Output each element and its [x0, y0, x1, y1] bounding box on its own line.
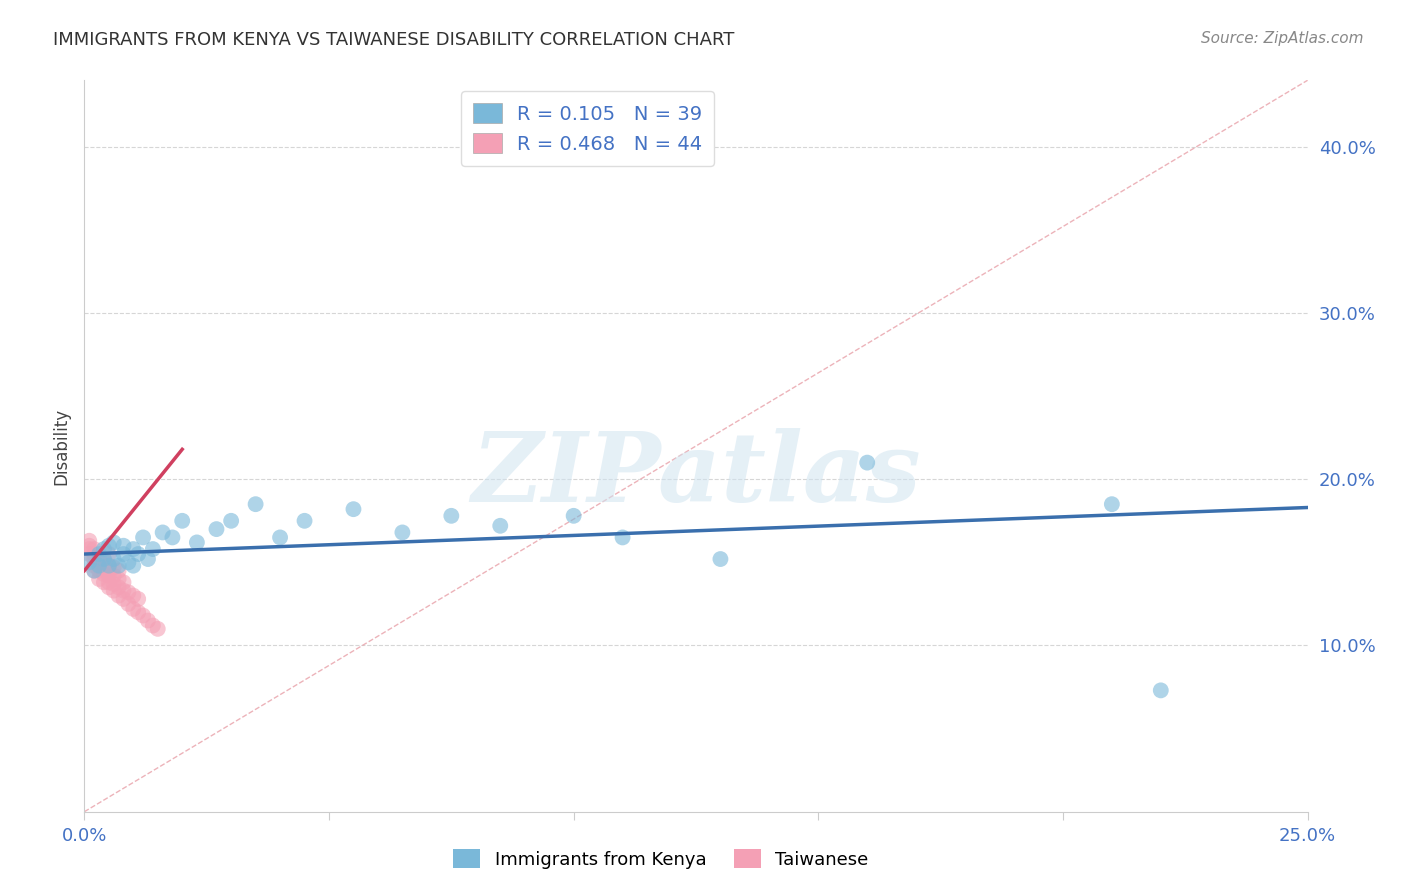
Point	[117, 597, 139, 611]
Point	[87, 572, 110, 586]
Point	[146, 622, 169, 636]
Point	[87, 552, 110, 566]
Point	[93, 552, 115, 566]
Point	[294, 514, 316, 528]
Point	[87, 547, 110, 561]
Point	[562, 508, 585, 523]
Point	[489, 518, 512, 533]
Point	[93, 560, 115, 574]
Point	[142, 618, 165, 632]
Point	[97, 564, 120, 578]
Point	[136, 552, 159, 566]
Legend: R = 0.105   N = 39, R = 0.468   N = 44: R = 0.105 N = 39, R = 0.468 N = 44	[461, 92, 714, 166]
Y-axis label: Disability: Disability	[52, 408, 70, 484]
Point	[117, 555, 139, 569]
Point	[103, 568, 125, 582]
Point	[205, 522, 228, 536]
Point	[107, 564, 129, 578]
Point	[103, 552, 125, 566]
Point	[83, 547, 105, 561]
Text: IMMIGRANTS FROM KENYA VS TAIWANESE DISABILITY CORRELATION CHART: IMMIGRANTS FROM KENYA VS TAIWANESE DISAB…	[53, 31, 735, 49]
Point	[87, 558, 110, 573]
Point	[127, 547, 149, 561]
Point	[219, 514, 242, 528]
Point	[117, 585, 139, 599]
Text: Source: ZipAtlas.com: Source: ZipAtlas.com	[1201, 31, 1364, 46]
Point	[122, 602, 145, 616]
Point	[93, 575, 115, 590]
Point	[83, 558, 105, 573]
Point	[440, 508, 463, 523]
Point	[132, 608, 155, 623]
Point	[709, 552, 731, 566]
Point	[93, 552, 115, 566]
Point	[612, 530, 634, 544]
Point	[391, 525, 413, 540]
Point	[186, 535, 208, 549]
Point	[162, 530, 184, 544]
Point	[269, 530, 291, 544]
Point	[83, 564, 105, 578]
Point	[77, 533, 100, 548]
Point	[152, 525, 174, 540]
Point	[245, 497, 267, 511]
Point	[103, 583, 125, 598]
Point	[83, 542, 105, 557]
Point	[77, 539, 100, 553]
Point	[83, 564, 105, 578]
Point	[97, 558, 120, 573]
Point	[93, 567, 115, 582]
Point	[97, 547, 120, 561]
Point	[112, 539, 135, 553]
Point	[127, 591, 149, 606]
Point	[1101, 497, 1123, 511]
Point	[127, 605, 149, 619]
Point	[87, 558, 110, 573]
Point	[107, 572, 129, 586]
Point	[107, 580, 129, 594]
Point	[103, 560, 125, 574]
Point	[122, 542, 145, 557]
Point	[112, 591, 135, 606]
Point	[87, 564, 110, 578]
Point	[1150, 683, 1173, 698]
Point	[342, 502, 364, 516]
Point	[136, 614, 159, 628]
Point	[77, 547, 100, 561]
Point	[112, 583, 135, 598]
Point	[107, 589, 129, 603]
Point	[103, 577, 125, 591]
Point	[142, 542, 165, 557]
Point	[122, 589, 145, 603]
Point	[97, 539, 120, 553]
Point	[112, 575, 135, 590]
Point	[97, 580, 120, 594]
Point	[103, 535, 125, 549]
Point	[97, 575, 120, 590]
Point	[77, 555, 100, 569]
Legend: Immigrants from Kenya, Taiwanese: Immigrants from Kenya, Taiwanese	[446, 842, 876, 876]
Point	[856, 456, 879, 470]
Point	[77, 542, 100, 557]
Point	[97, 558, 120, 573]
Point	[97, 568, 120, 582]
Point	[93, 542, 115, 557]
Point	[107, 558, 129, 573]
Point	[172, 514, 194, 528]
Text: ZIPatlas: ZIPatlas	[471, 428, 921, 522]
Point	[132, 530, 155, 544]
Point	[83, 552, 105, 566]
Point	[112, 547, 135, 561]
Point	[122, 558, 145, 573]
